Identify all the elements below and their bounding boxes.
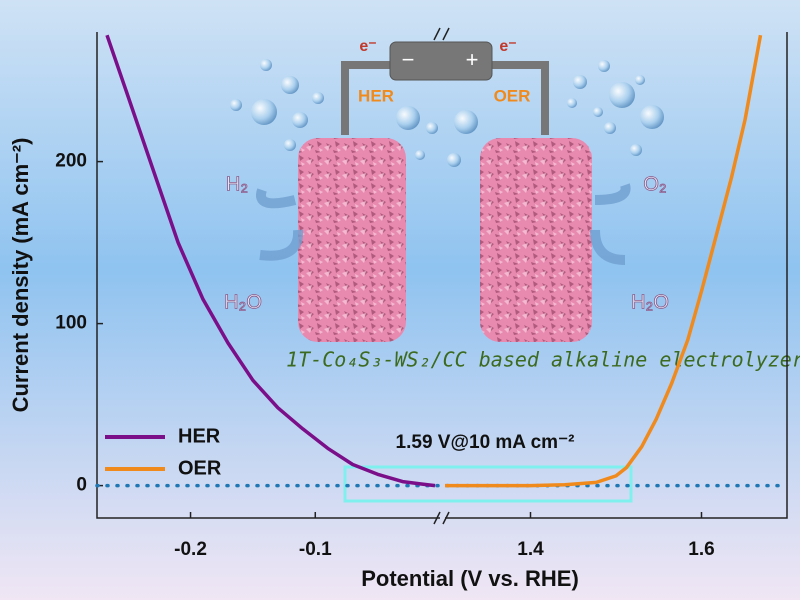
x-tick-label: 1.4 (517, 539, 544, 560)
y-tick-label: 200 (55, 151, 87, 172)
gas-label: H₂ (226, 173, 248, 195)
electron: e⁻ (359, 38, 376, 55)
legend-label: OER (178, 457, 222, 479)
illustration: − + e⁻ e⁻ HER OER H₂ O₂ H₂O H₂O 1T-Co₄S₃… (224, 38, 800, 371)
axis-frame (96, 32, 788, 519)
y-axis-label: Current density (mA cm⁻²) (8, 138, 33, 413)
arrow (594, 183, 631, 205)
water-label: H₂O (224, 291, 262, 313)
legend-label: HER (178, 425, 221, 447)
arrow (259, 229, 304, 261)
device-caption: 1T-Co₄S₃-WS₂/CC based alkaline electroly… (286, 348, 800, 372)
x-tick-label: -0.1 (299, 539, 332, 560)
oer-label: OER (494, 86, 531, 105)
axis-break (433, 27, 450, 41)
highlight-box (343, 465, 633, 503)
battery-plus: + (466, 47, 479, 72)
x-tick-label: 1.6 (688, 539, 714, 560)
arrow (256, 188, 297, 209)
bubbles (230, 59, 664, 167)
her-label: HER (358, 86, 394, 105)
series-line (445, 34, 763, 488)
water-label: H₂O (631, 291, 669, 313)
wire (341, 61, 549, 135)
axis-break (433, 511, 450, 525)
gas-label: O₂ (643, 173, 666, 195)
annotation: 1.59 V@10 mA cm⁻² (396, 432, 575, 453)
battery-minus: − (402, 47, 415, 72)
arrow (590, 229, 626, 265)
battery (389, 41, 493, 81)
y-tick-label: 100 (55, 313, 87, 334)
electrode (480, 138, 592, 342)
electrode (298, 138, 406, 342)
electron: e⁻ (499, 38, 516, 55)
y-tick-label: 0 (76, 475, 87, 496)
x-tick-label: -0.2 (174, 539, 207, 560)
series-line (105, 34, 436, 488)
x-axis-label: Potential (V vs. RHE) (361, 566, 579, 591)
